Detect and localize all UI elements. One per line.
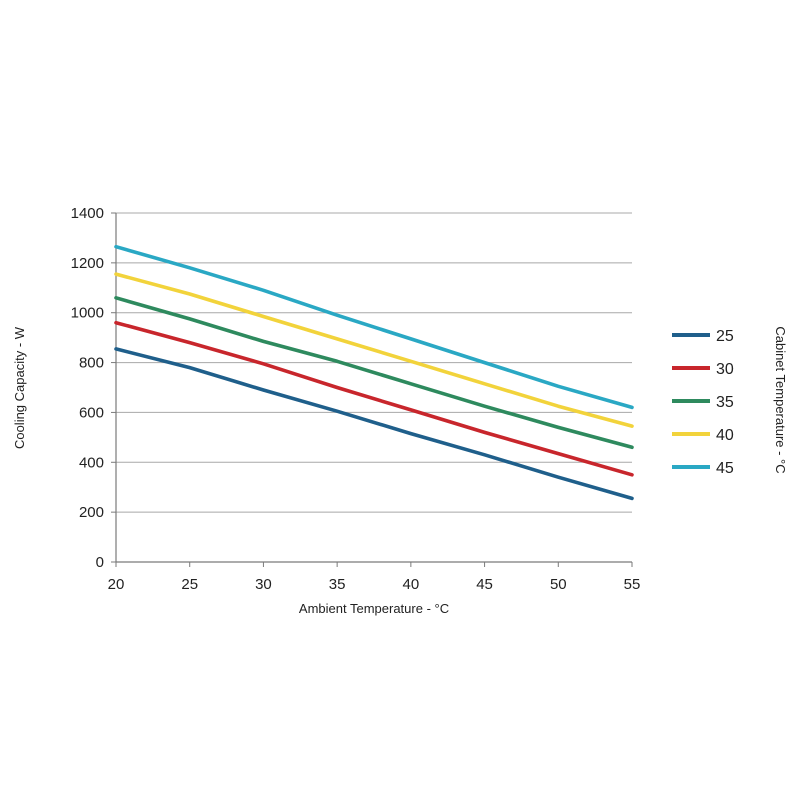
x-tick-label-50: 50 (550, 576, 567, 593)
y-tick-label-400: 400 (79, 454, 104, 471)
x-tick-label-45: 45 (476, 576, 493, 593)
x-tick-labels: 20 25 30 35 40 45 50 55 (108, 576, 641, 593)
x-tick-label-35: 35 (329, 576, 346, 593)
axes (111, 212, 633, 567)
legend-label-40: 40 (716, 427, 734, 444)
y-tick-label-600: 600 (79, 404, 104, 421)
legend-label-30: 30 (716, 361, 734, 378)
y-tick-label-800: 800 (79, 355, 104, 372)
series-line-35 (114, 295, 634, 450)
legend: 25 30 35 40 45 (672, 328, 734, 477)
y-tick-labels: 0 200 400 600 800 1000 1200 1400 (71, 205, 104, 571)
series-line-40 (114, 272, 634, 428)
legend-label-35: 35 (716, 394, 734, 411)
y-tick-label-1400: 1400 (71, 205, 104, 222)
series-line-30 (114, 320, 634, 477)
y-tick-label-1000: 1000 (71, 305, 104, 322)
x-axis-title: Ambient Temperature - °C (299, 601, 449, 616)
series-line-25 (114, 347, 634, 501)
legend-label-25: 25 (716, 328, 734, 345)
x-tick-label-30: 30 (255, 576, 272, 593)
legend-label-45: 45 (716, 460, 734, 477)
x-tick-label-40: 40 (403, 576, 420, 593)
grid-lines (116, 212, 632, 513)
y-tick-label-0: 0 (96, 554, 104, 571)
x-tick-label-55: 55 (624, 576, 641, 593)
series-line-45 (114, 244, 634, 410)
y-axis-title: Cooling Capacity - W (12, 326, 27, 449)
legend-title: Cabinet Temperature - °C (773, 326, 788, 473)
y-tick-label-1200: 1200 (71, 255, 104, 272)
y-tick-label-200: 200 (79, 504, 104, 521)
x-tick-label-20: 20 (108, 576, 125, 593)
series-lines (114, 244, 634, 501)
x-tick-label-25: 25 (181, 576, 198, 593)
